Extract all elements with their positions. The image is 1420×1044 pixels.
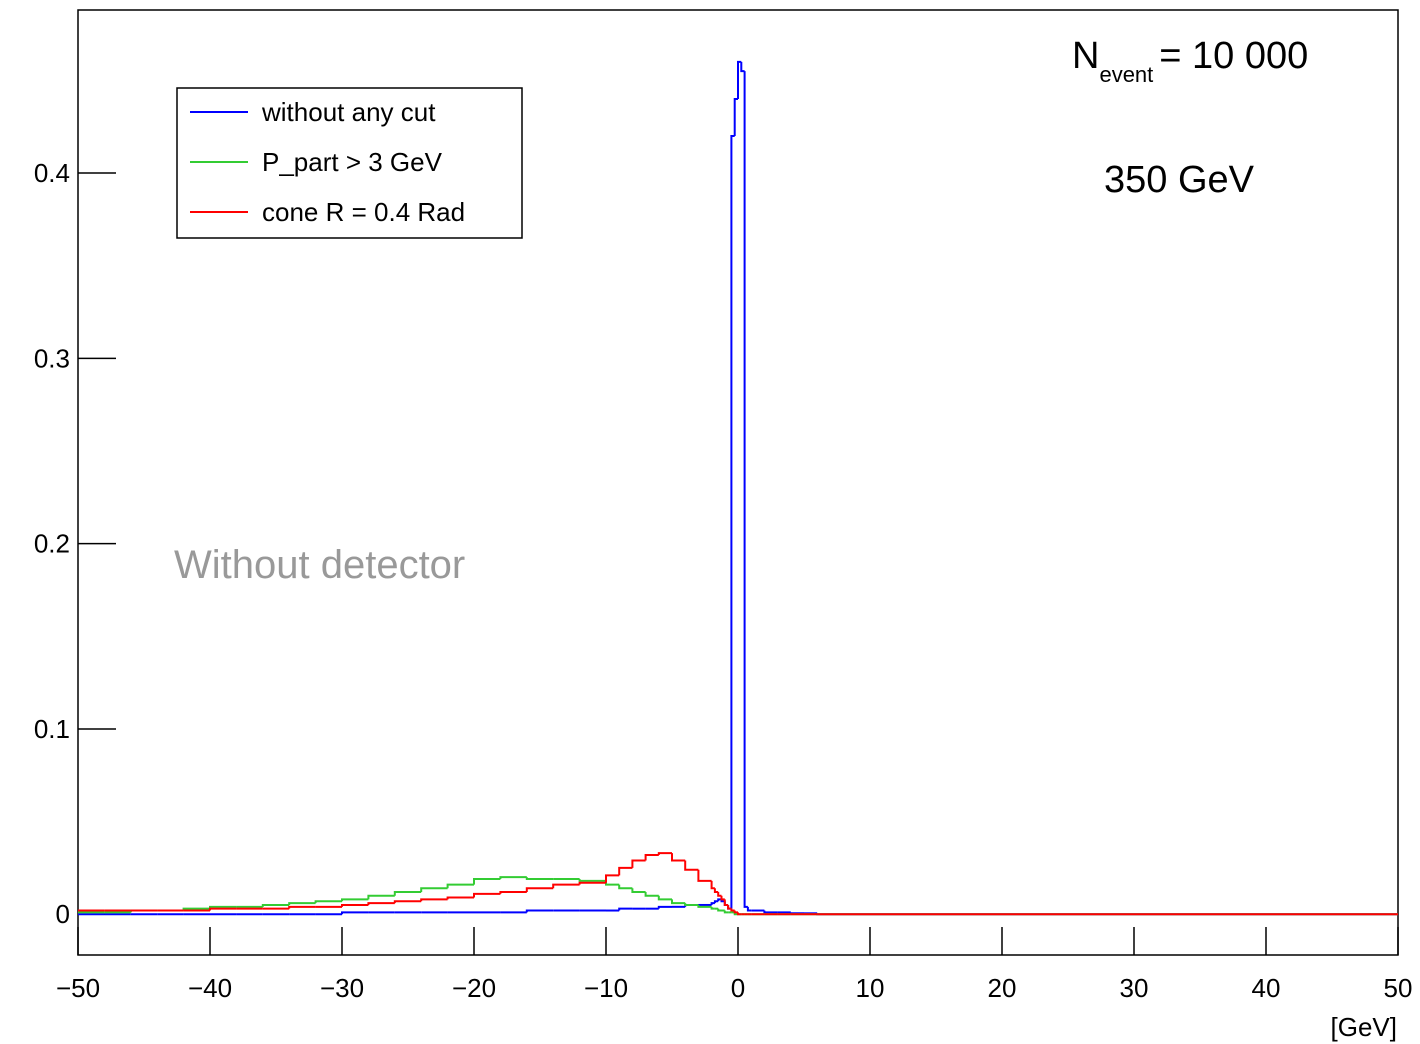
histogram-bin bbox=[525, 877, 554, 881]
histogram-bin bbox=[697, 904, 712, 908]
histogram-bin bbox=[710, 902, 715, 905]
legend-label: P_part > 3 GeV bbox=[262, 147, 443, 177]
histogram-bin bbox=[697, 869, 712, 882]
histogram-bin bbox=[473, 878, 501, 885]
y-tick-label: 0.1 bbox=[34, 714, 70, 744]
histogram-bin bbox=[740, 61, 745, 73]
legend-label: cone R = 0.4 Rad bbox=[262, 197, 465, 227]
histogram-bin bbox=[552, 883, 580, 889]
histogram-bin bbox=[737, 912, 742, 916]
histogram-bin bbox=[717, 892, 722, 897]
histogram-bin bbox=[209, 907, 237, 911]
histogram-bin bbox=[631, 888, 646, 893]
histogram-bin bbox=[578, 879, 606, 882]
histogram-bin bbox=[684, 860, 699, 871]
histogram-bin bbox=[644, 853, 659, 861]
histogram-bin bbox=[341, 898, 369, 902]
histogram-bin bbox=[314, 900, 342, 904]
x-tick-label: −40 bbox=[188, 973, 232, 1003]
x-axis-label: [GeV] bbox=[1331, 1012, 1397, 1042]
histogram-bin bbox=[367, 902, 395, 905]
x-tick-label: −10 bbox=[584, 973, 628, 1003]
histogram-bin bbox=[631, 859, 646, 868]
histogram-bin bbox=[578, 881, 606, 885]
x-tick-label: 10 bbox=[856, 973, 885, 1003]
histogram-bin bbox=[671, 899, 686, 905]
histogram-bin bbox=[261, 903, 290, 907]
x-tick-label: 30 bbox=[1120, 973, 1149, 1003]
histogram-bin bbox=[717, 908, 722, 912]
x-tick-label: 40 bbox=[1252, 973, 1281, 1003]
histogram-bin bbox=[657, 905, 672, 909]
histogram-bin bbox=[710, 906, 715, 910]
histogram-bin bbox=[720, 895, 725, 901]
histogram-bin bbox=[723, 899, 729, 906]
histogram-bin bbox=[618, 866, 633, 876]
y-tick-label: 0.3 bbox=[34, 343, 70, 373]
histogram-bin bbox=[671, 853, 686, 862]
histogram-bin bbox=[499, 891, 527, 894]
histogram-bin bbox=[657, 852, 672, 855]
x-tick-label: 50 bbox=[1384, 973, 1413, 1003]
histogram-bin bbox=[473, 892, 501, 898]
y-tick-label: 0.4 bbox=[34, 158, 70, 188]
histogram-bin bbox=[618, 907, 633, 911]
histogram-bin bbox=[341, 903, 369, 907]
histogram-bin bbox=[710, 880, 715, 890]
histogram-bin bbox=[713, 900, 719, 904]
histogram-bin bbox=[420, 887, 448, 892]
legend: without any cut P_part > 3 GeV cone R = 0.… bbox=[176, 87, 523, 239]
histogram-bin bbox=[644, 892, 659, 897]
histogram-bin bbox=[733, 97, 738, 136]
histogram-bin bbox=[737, 60, 742, 99]
note-annotation: Without detector bbox=[174, 543, 465, 587]
energy-annotation: 350 GeV bbox=[1104, 159, 1255, 201]
histogram-bin bbox=[746, 906, 752, 912]
histogram-bin bbox=[789, 912, 804, 915]
n-value: = 10 000 bbox=[1159, 35, 1308, 77]
histogram-bin bbox=[763, 910, 778, 914]
histogram-bin bbox=[730, 135, 735, 909]
histogram-bin bbox=[684, 903, 699, 906]
histogram-bin bbox=[446, 896, 474, 900]
n-event-annotation: Nevent = 10 000 bbox=[1072, 35, 1308, 87]
histogram-bin bbox=[446, 883, 474, 889]
y-tick-label: 0 bbox=[56, 899, 70, 929]
x-tick-label: −20 bbox=[452, 973, 496, 1003]
histogram-bin bbox=[288, 905, 316, 909]
histogram-bin bbox=[733, 910, 738, 914]
histogram-bin bbox=[288, 902, 316, 905]
histogram-bin bbox=[605, 874, 620, 883]
histogram-bin bbox=[393, 891, 422, 896]
x-tick-label: 0 bbox=[731, 973, 745, 1003]
histogram-bin bbox=[420, 898, 448, 902]
histogram-bin bbox=[605, 880, 620, 886]
n-symbol: N bbox=[1072, 35, 1099, 77]
x-tick-label: −50 bbox=[56, 973, 100, 1003]
histogram-bin bbox=[657, 895, 672, 901]
x-tick-label: −30 bbox=[320, 973, 364, 1003]
histogram-bin bbox=[743, 71, 748, 908]
histogram-bin bbox=[618, 884, 633, 890]
histogram-bin bbox=[499, 876, 527, 880]
histogram-bin bbox=[393, 900, 422, 904]
histogram-bin bbox=[341, 911, 369, 915]
histogram-bin bbox=[525, 887, 554, 892]
n-subscript: event bbox=[1099, 62, 1153, 87]
histogram-bin bbox=[713, 888, 719, 893]
histogram-bin bbox=[730, 908, 735, 912]
y-tick-label: 0.2 bbox=[34, 529, 70, 559]
legend-label: without any cut bbox=[261, 97, 436, 127]
histogram-bin bbox=[717, 898, 722, 902]
histogram-bin bbox=[727, 904, 732, 910]
x-tick-label: 20 bbox=[988, 973, 1017, 1003]
histogram-bin bbox=[723, 910, 729, 914]
histogram-bin bbox=[525, 909, 554, 913]
histogram-bin bbox=[367, 894, 395, 900]
